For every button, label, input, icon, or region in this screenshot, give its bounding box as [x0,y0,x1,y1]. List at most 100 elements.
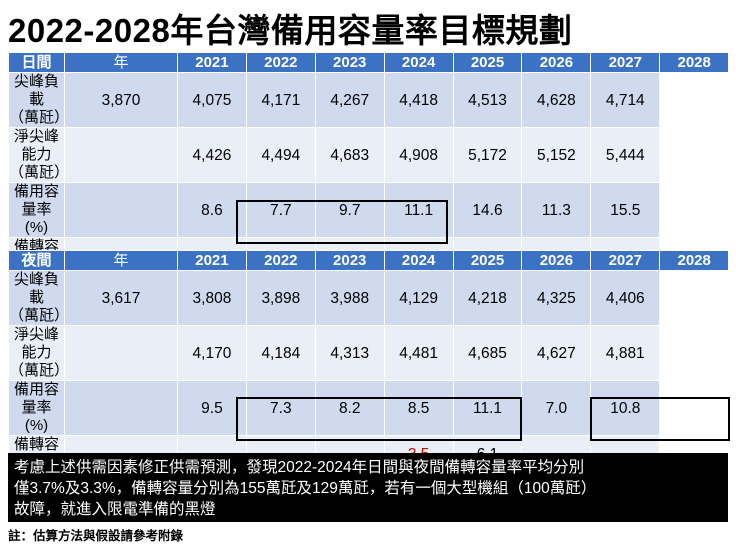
table-cell: 7.7 [245,182,316,238]
header-row: 日間年 2021 2022 2023 2024 2025 2026 2027 2028 [8,52,730,73]
note-line-2: 僅3.7%及3.3%，備轉容量分別為155萬瓩及129萬瓩，若有一個大型機組（1… [14,480,597,497]
row-label-unit: （萬瓩） [9,109,70,126]
year-header: 2021 [177,52,247,73]
table-cell: 4,170 [177,325,247,381]
table-cell: 4,513 [452,72,523,128]
table-row: 尖峰負載 （萬瓩） 3,870 4,075 4,171 4,267 4,418 4,513 4,… [8,72,729,128]
table-cell: 4,171 [245,72,316,128]
table-cell: 3,898 [245,270,316,326]
cell-value: 4,171 [261,91,301,109]
cell-value: 4,313 [330,344,370,362]
row-label-main: 備用容量率 [13,183,59,218]
year-header: 2023 [314,250,385,271]
year-header: 2025 [452,52,523,73]
year-header: 2022 [245,250,316,271]
row-label-main: 淨尖峰能力 [13,326,59,361]
year-header: 2023 [314,52,385,73]
cell-value: 5,152 [537,146,576,164]
row-label-unit: （萬瓩） [9,362,70,379]
row-label-unit: （萬瓩） [9,307,70,324]
table-cell [64,325,178,381]
year-header: 2024 [383,250,454,271]
cell-value: 9.7 [338,201,361,219]
cell-value: 11.3 [541,201,571,219]
cell-value: 4,267 [330,91,370,109]
table-cell: 10.8 [590,380,661,436]
table-cell: 4,685 [452,325,523,381]
table-cell: 3,617 [64,270,178,326]
table-row: 備用容量率 (%) 8.6 7.7 9.7 11.1 14.6 11.3 15.5 [8,182,729,238]
table-cell: 7.3 [245,380,316,436]
table-cell: 5,152 [521,127,592,183]
header-row: 夜間年 2021 2022 2023 2024 2025 2026 2027 2028 [8,250,730,271]
table-cell: 3,988 [314,270,385,326]
table-cell: 4,881 [590,325,661,381]
table-cell: 4,184 [245,325,316,381]
table-cell: 4,908 [383,127,454,183]
table-cell: 4,481 [383,325,454,381]
cell-value: 4,683 [330,146,370,164]
cell-value: 4,406 [605,289,645,307]
row-label-main: 淨尖峰能力 [13,128,59,163]
night-section-label: 夜間 [8,250,65,271]
cell-value: 14.6 [472,201,503,219]
row-label-main: 備用容量率 [13,381,59,416]
table-cell: 3,808 [177,270,247,326]
table-cell [64,380,178,436]
table-cell: 4,075 [177,72,247,128]
cell-value: 4,881 [605,344,645,362]
cell-value: 7.7 [270,201,292,219]
row-label-main: 尖峰負載 [13,271,59,306]
table-row: 淨尖峰能力 （萬瓩） 4,426 4,494 4,683 4,908 5,172 5,152 5… [8,127,729,183]
table-cell: 11.1 [383,182,454,238]
table-row: 淨尖峰能力 （萬瓩） 4,170 4,184 4,313 4,481 4,685 4,627 4… [8,325,729,381]
cell-value: 3,988 [330,289,370,307]
day-table: 日間年 2021 2022 2023 2024 2025 2026 2027 2028 尖峰負載（… [8,52,730,293]
year-header: 2026 [521,250,592,271]
table-row: 尖峰負載 （萬瓩） 3,617 3,808 3,898 3,988 4,129 4,218 4,… [8,270,729,326]
table-cell: 8.6 [177,182,247,238]
row-label: 淨尖峰能力 （萬瓩） [8,127,69,183]
cell-value: 4,627 [537,344,576,362]
cell-value: 4,170 [192,344,232,362]
cell-value: 4,129 [399,289,439,307]
year-header: 2024 [383,52,454,73]
cell-value: 10.8 [610,399,641,417]
row-label: 備用容量率 (%) [8,182,65,238]
year-header: 2021 [177,250,247,271]
table-cell: 4,683 [314,127,385,183]
row-label-unit: (%) [24,219,49,236]
cell-value: 8.6 [201,201,223,219]
year-header: 2028 [659,250,730,271]
year-header: 2022 [245,52,316,73]
table-cell: 4,418 [383,72,454,128]
table-cell: 4,628 [521,72,592,128]
table-cell: 5,444 [590,127,661,183]
footnote: 註：估算方法與假設請參考附錄 [8,529,184,543]
table-cell: 15.5 [590,182,661,238]
row-label-main: 尖峰負載 [13,73,59,108]
cell-value: 11.1 [404,201,434,219]
summary-note: 考慮上述供需因素修正供需預測，發現2022-2024年日間與夜間備轉容量率平均分… [8,453,728,522]
cell-value: 15.5 [610,201,641,219]
cell-value: 4,481 [399,344,439,362]
table-cell: 4,714 [590,72,661,128]
cell-value: 4,513 [468,91,507,109]
cell-value: 4,325 [537,289,576,307]
cell-value: 4,426 [192,146,232,164]
year-header: 2027 [590,250,661,271]
year-header: 2026 [521,52,592,73]
cell-value: 4,075 [192,91,232,109]
cell-value: 11.1 [472,399,503,417]
cell-value: 4,184 [261,344,301,362]
table-cell: 4,426 [177,127,247,183]
cell-value: 7.3 [270,399,292,417]
table-cell: 9.5 [177,380,247,436]
cell-value: 5,444 [605,146,645,164]
row-label-unit: (%) [24,417,49,434]
table-cell: 8.2 [314,380,385,436]
note-line-3: 故障，就進入限電準備的黑燈 [14,501,216,518]
cell-value: 3,898 [261,289,301,307]
table-cell: 11.3 [521,182,592,238]
row-label: 備用容量率 (%) [8,380,65,436]
